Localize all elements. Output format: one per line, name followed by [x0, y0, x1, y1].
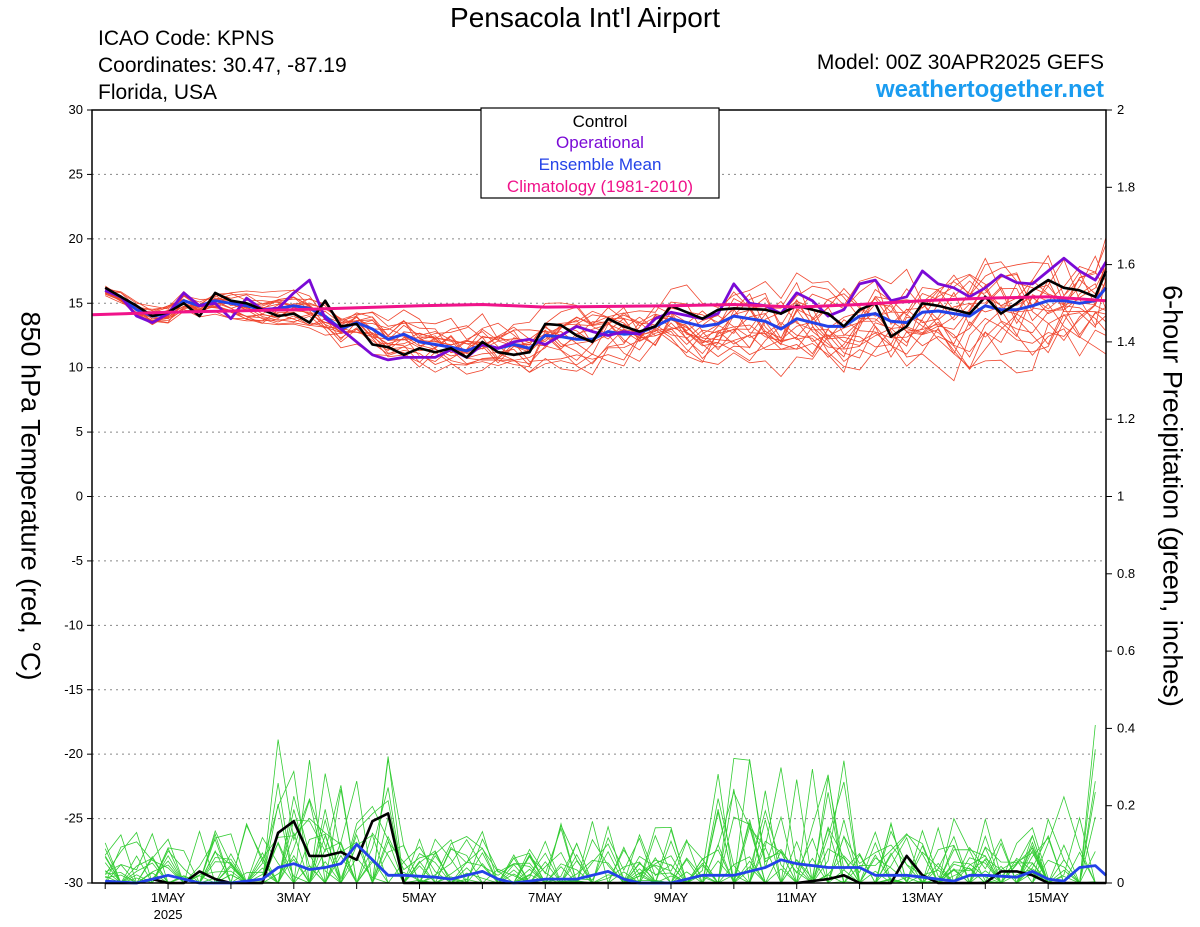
y2-tick-label: 1.2: [1117, 411, 1135, 426]
x-tick-label: 13MAY: [902, 890, 944, 905]
x-tick-label: 3MAY: [277, 890, 312, 905]
y-tick-label: -25: [64, 811, 83, 826]
icao-code: ICAO Code: KPNS: [98, 27, 275, 50]
y-tick-label: -30: [64, 875, 83, 890]
y-tick-label: -10: [64, 617, 83, 632]
x-tick-label: 5MAY: [402, 890, 437, 905]
y2-tick-label: 0: [1117, 875, 1124, 890]
y-tick-label: -5: [71, 553, 83, 568]
precip-member-line: [104, 777, 1096, 885]
region: Florida, USA: [98, 81, 218, 104]
y2-tick-label: 1.8: [1117, 179, 1135, 194]
y-tick-label: 10: [69, 360, 83, 375]
y-tick-label: -20: [64, 746, 83, 761]
temp-member-line: [105, 271, 1107, 373]
x-tick-label: 9MAY: [654, 890, 689, 905]
temp-member-line: [105, 289, 1107, 371]
temp-control-line: [104, 270, 1108, 359]
precip-member-line: [105, 769, 1096, 885]
x-tick-label: 1MAY: [151, 890, 186, 905]
temp-member-line: [105, 259, 1107, 376]
x-year-label: 2025: [154, 907, 183, 922]
y-tick-label: 5: [76, 424, 83, 439]
x-tick-label: 15MAY: [1027, 890, 1069, 905]
temp-member-line: [104, 237, 1107, 373]
x-tick-label: 7MAY: [528, 890, 563, 905]
coordinates: Coordinates: 30.47, -87.19: [98, 54, 347, 77]
x-tick-label: 11MAY: [776, 890, 817, 905]
y2-tick-label: 1: [1117, 489, 1124, 504]
y-tick-label: 20: [69, 231, 83, 246]
temp-member-line: [104, 288, 1107, 354]
legend-box: [480, 107, 720, 199]
y-tick-label: 15: [69, 295, 83, 310]
temp-member-line: [105, 274, 1107, 367]
legend-climatology: Climatology (1981-2010): [507, 177, 693, 196]
y2-tick-label: 0.6: [1117, 643, 1135, 658]
legend: Control Operational Ensemble Mean Climat…: [480, 107, 720, 199]
y-tick-label: 0: [76, 489, 83, 504]
legend-operational: Operational: [556, 133, 644, 152]
y2-tick-label: 0.2: [1117, 798, 1135, 813]
precip-member-line: [104, 758, 1096, 885]
precip-member-line: [105, 779, 1096, 884]
y-tick-label: 30: [69, 102, 83, 117]
precip-ensemble-mean-line: [105, 843, 1107, 885]
chart-title: Pensacola Int'l Airport: [450, 2, 720, 33]
legend-ensemble-mean: Ensemble Mean: [539, 155, 662, 174]
y2-tick-label: 1.4: [1117, 334, 1135, 349]
y2-tick-label: 2: [1117, 102, 1124, 117]
model-run: Model: 00Z 30APR2025 GEFS: [816, 51, 1104, 74]
precip-member-line: [104, 759, 1096, 884]
precip-member-line: [105, 780, 1096, 885]
y2-tick-label: 1.6: [1117, 257, 1135, 272]
y-tick-label: 25: [69, 166, 83, 181]
precip-member-line: [104, 799, 1096, 884]
y2-tick-label: 0.4: [1117, 720, 1135, 735]
y-tick-label: -15: [64, 682, 83, 697]
legend-control: Control: [573, 112, 628, 131]
plot-frame: [91, 109, 1107, 884]
temp-member-line: [105, 266, 1107, 364]
y2-tick-label: 0.8: [1117, 566, 1135, 581]
site-name[interactable]: weathertogether.net: [875, 76, 1104, 103]
temp-climatology-line: [91, 295, 1107, 317]
precip-member-line: [104, 781, 1096, 884]
precip-member-line: [104, 773, 1096, 884]
